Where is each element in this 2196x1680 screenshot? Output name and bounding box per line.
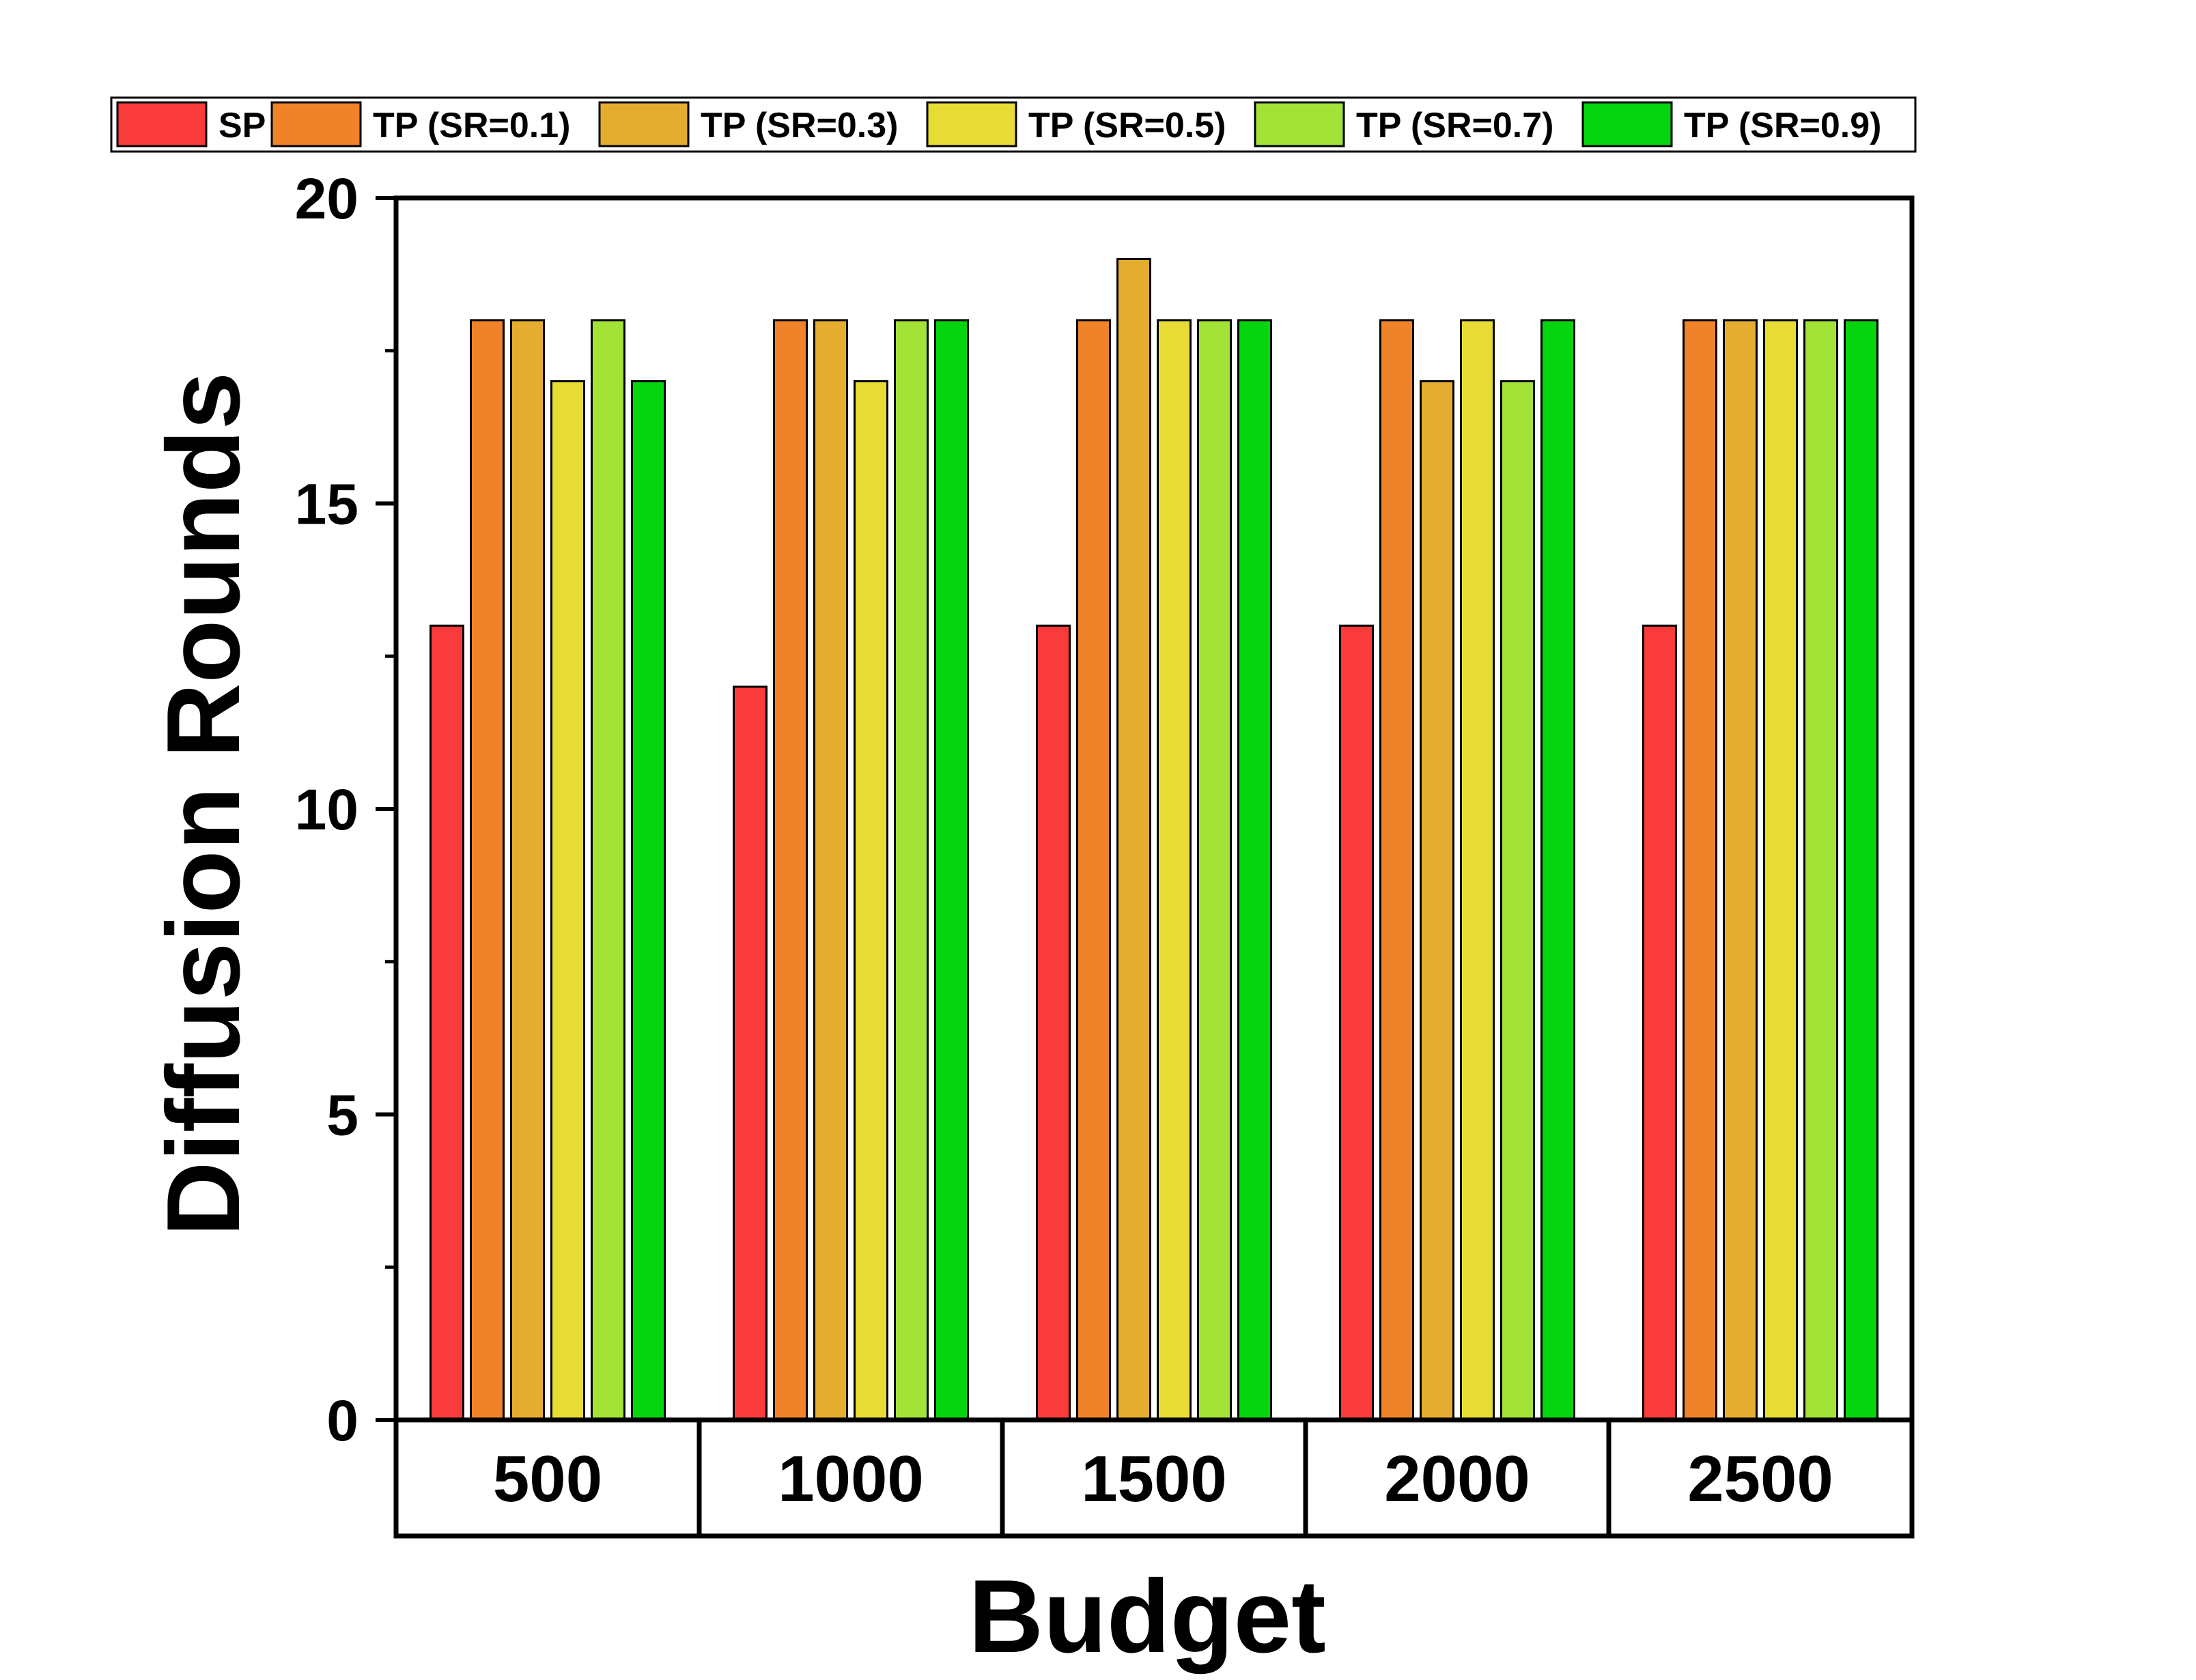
x-category-label-2500: 2500 xyxy=(1687,1442,1833,1515)
bar-tp-sr-0-7-1500 xyxy=(1197,319,1232,1421)
legend-swatch-2 xyxy=(598,101,690,147)
y-tick-label-5: 5 xyxy=(326,1083,358,1148)
bar-tp-sr-0-9-2500 xyxy=(1844,319,1878,1421)
bar-tp-sr-0-9-1500 xyxy=(1237,319,1272,1421)
bar-tp-sr-0-5-1000 xyxy=(854,380,888,1421)
legend-label-0: SP xyxy=(219,106,266,145)
bar-tp-sr-0-7-1000 xyxy=(894,319,929,1421)
legend-label-1: TP (SR=0.1) xyxy=(373,106,570,145)
legend-swatch-5 xyxy=(1581,101,1673,147)
bar-tp-sr-0-5-2000 xyxy=(1460,319,1495,1421)
bar-sp-500 xyxy=(430,625,464,1421)
bar-tp-sr-0-1-1000 xyxy=(773,319,808,1421)
y-tick-label-10: 10 xyxy=(295,778,358,842)
bar-sp-1500 xyxy=(1036,625,1071,1421)
x-category-label-500: 500 xyxy=(493,1442,602,1515)
y-tick-label-20: 20 xyxy=(295,167,358,231)
bar-tp-sr-0-7-500 xyxy=(591,319,625,1421)
legend-label-3: TP (SR=0.5) xyxy=(1028,106,1226,145)
legend: SP TP (SR=0.1) TP (SR=0.3) TP (SR=0.5) TP (S… xyxy=(110,96,1917,153)
plot-area xyxy=(393,195,1915,1423)
legend-swatch-0 xyxy=(116,101,208,147)
legend-swatch-4 xyxy=(1254,101,1345,147)
bar-sp-2000 xyxy=(1339,625,1374,1421)
legend-swatch-3 xyxy=(926,101,1017,147)
bar-tp-sr-0-5-1500 xyxy=(1157,319,1192,1421)
y-tick-label-15: 15 xyxy=(295,472,358,537)
bar-tp-sr-0-1-1500 xyxy=(1076,319,1111,1421)
bar-tp-sr-0-7-2500 xyxy=(1803,319,1838,1421)
bar-tp-sr-0-1-2500 xyxy=(1683,319,1717,1421)
bar-tp-sr-0-9-2000 xyxy=(1540,319,1575,1421)
bar-tp-sr-0-3-1500 xyxy=(1116,258,1151,1421)
y-axis: 0 5 10 15 20 xyxy=(295,167,399,1453)
bar-tp-sr-0-9-1000 xyxy=(934,319,969,1421)
bar-sp-2500 xyxy=(1642,625,1677,1421)
bar-tp-sr-0-5-2500 xyxy=(1763,319,1798,1421)
y-tick-label-0: 0 xyxy=(326,1389,358,1453)
bar-sp-1000 xyxy=(733,685,768,1421)
legend-label-4: TP (SR=0.7) xyxy=(1356,106,1553,145)
bar-tp-sr-0-1-500 xyxy=(470,319,505,1421)
x-category-label-1000: 1000 xyxy=(778,1442,924,1515)
category-table-frame xyxy=(393,1420,1915,1539)
bar-tp-sr-0-3-1000 xyxy=(813,319,848,1421)
legend-label-5: TP (SR=0.9) xyxy=(1684,106,1881,145)
x-axis: 500 1000 1500 2000 2500 xyxy=(393,1420,1915,1539)
bar-tp-sr-0-5-500 xyxy=(550,380,585,1421)
bar-tp-sr-0-3-500 xyxy=(510,319,545,1421)
bar-tp-sr-0-9-500 xyxy=(631,380,666,1421)
y-axis-title: Diffusion Rounds xyxy=(145,372,262,1236)
x-axis-title: Budget xyxy=(968,1558,1325,1675)
bar-tp-sr-0-1-2000 xyxy=(1379,319,1414,1421)
bar-tp-sr-0-3-2000 xyxy=(1420,380,1454,1421)
x-category-label-1500: 1500 xyxy=(1081,1442,1227,1515)
bar-tp-sr-0-7-2000 xyxy=(1500,380,1535,1421)
legend-swatch-1 xyxy=(270,101,362,147)
bar-tp-sr-0-3-2500 xyxy=(1723,319,1758,1421)
x-category-label-2000: 2000 xyxy=(1384,1442,1530,1515)
legend-label-2: TP (SR=0.3) xyxy=(701,106,898,145)
